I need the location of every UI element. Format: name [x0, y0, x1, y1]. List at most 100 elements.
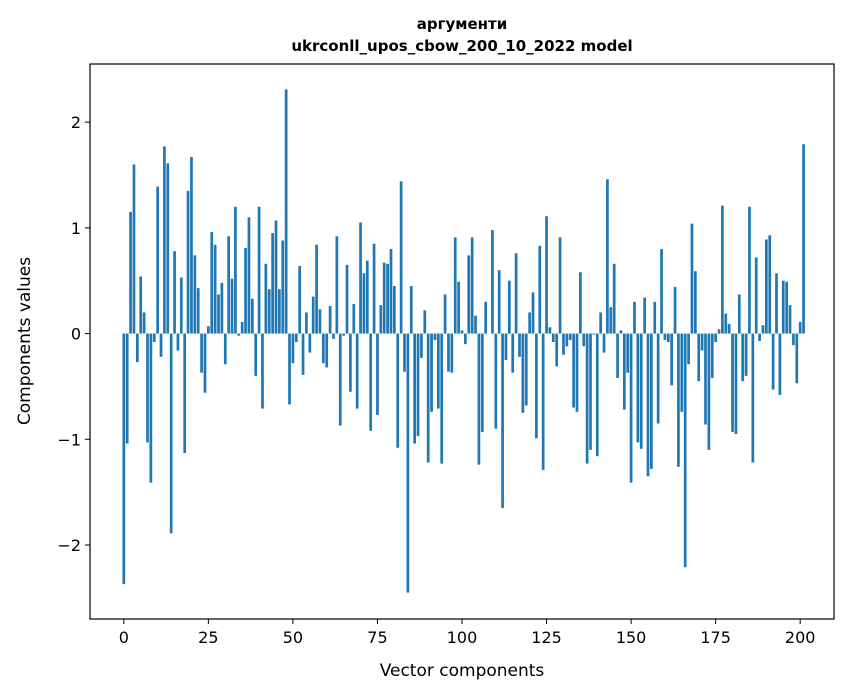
- bar-13: [166, 163, 170, 334]
- bar-42: [264, 263, 268, 334]
- bar-1: [125, 333, 129, 444]
- bar-11: [159, 333, 163, 357]
- bar-39: [254, 333, 258, 376]
- bar-64: [338, 333, 342, 426]
- y-axis-ticks: −2 −1 0 1 2: [57, 113, 90, 555]
- bar-12: [163, 146, 166, 334]
- bar-195: [781, 280, 785, 334]
- bar-25: [207, 326, 210, 334]
- bar-21: [193, 255, 197, 334]
- bar-178: [724, 313, 728, 334]
- bar-134: [575, 333, 579, 412]
- bar-131: [565, 333, 569, 347]
- bar-67: [349, 333, 352, 392]
- bar-10: [156, 186, 159, 334]
- bar-196: [785, 281, 789, 334]
- bar-184: [744, 333, 748, 376]
- bar-29: [220, 282, 224, 334]
- bar-155: [646, 333, 650, 477]
- y-tick-label: 2: [71, 113, 81, 132]
- bar-144: [609, 307, 613, 334]
- bar-123: [538, 245, 542, 334]
- bar-150: [629, 333, 633, 483]
- bar-58: [318, 309, 322, 334]
- bar-56: [311, 296, 315, 334]
- bar-175: [714, 333, 717, 343]
- bar-88: [420, 333, 423, 358]
- bar-115: [511, 333, 515, 373]
- bar-5: [139, 276, 143, 334]
- bar-86: [413, 333, 417, 444]
- bar-177: [721, 205, 724, 334]
- bar-45: [274, 220, 278, 334]
- bar-87: [416, 333, 420, 437]
- bar-57: [315, 244, 318, 334]
- bar-174: [710, 333, 714, 378]
- bar-116: [514, 253, 518, 334]
- bar-63: [335, 236, 339, 334]
- bar-198: [792, 333, 795, 346]
- bar-106: [480, 333, 484, 432]
- bar-193: [775, 273, 778, 334]
- bar-59: [321, 333, 325, 364]
- bar-94: [440, 333, 444, 464]
- bar-55: [308, 333, 312, 353]
- bar-112: [501, 333, 504, 508]
- bar-72: [365, 260, 369, 334]
- bar-30: [223, 333, 227, 365]
- bar-34: [237, 333, 241, 336]
- x-tick-label: 200: [785, 628, 816, 647]
- bar-163: [673, 287, 677, 334]
- bar-104: [474, 315, 477, 334]
- bar-54: [305, 312, 308, 334]
- bar-71: [362, 273, 366, 334]
- bar-117: [518, 333, 521, 357]
- bar-32: [230, 278, 234, 334]
- bar-147: [619, 330, 623, 334]
- bar-51: [294, 333, 298, 343]
- bar-179: [727, 324, 731, 334]
- bar-73: [369, 333, 373, 431]
- bar-143: [606, 179, 609, 334]
- bar-111: [497, 270, 501, 334]
- bar-199: [795, 333, 799, 384]
- bar-142: [602, 333, 606, 353]
- bar-95: [443, 294, 447, 334]
- bar-84: [406, 333, 410, 593]
- bar-20: [190, 157, 193, 334]
- bar-99: [457, 281, 460, 334]
- y-axis-label: Components values: [15, 257, 35, 425]
- bar-182: [737, 294, 741, 334]
- y-tick-label: −1: [57, 430, 81, 449]
- bar-78: [386, 263, 389, 334]
- bar-124: [541, 333, 545, 470]
- bar-102: [467, 255, 471, 334]
- x-tick-label: 125: [531, 628, 562, 647]
- bar-48: [284, 89, 288, 334]
- bar-23: [200, 333, 203, 373]
- bar-164: [677, 333, 680, 467]
- bar-97: [450, 333, 454, 373]
- bar-170: [697, 333, 701, 382]
- bar-90: [426, 333, 430, 463]
- bar-130: [562, 333, 565, 355]
- bar-38: [250, 298, 254, 334]
- bar-17: [179, 277, 183, 334]
- bar-33: [234, 206, 237, 334]
- bar-129: [558, 237, 562, 334]
- bar-194: [778, 333, 782, 395]
- bar-188: [758, 333, 761, 341]
- bar-74: [372, 243, 376, 334]
- bar-7: [146, 333, 149, 443]
- bar-105: [477, 333, 481, 465]
- chart-title-line2: ukrconll_upos_cbow_200_10_2022 model: [291, 37, 632, 55]
- bar-60: [325, 333, 329, 368]
- bar-161: [666, 333, 670, 343]
- bar-107: [484, 301, 488, 334]
- bar-28: [217, 294, 220, 334]
- bar-191: [768, 235, 772, 334]
- bar-18: [183, 333, 187, 454]
- x-tick-label: 150: [616, 628, 647, 647]
- bar-186: [751, 333, 755, 463]
- bar-3: [132, 164, 136, 334]
